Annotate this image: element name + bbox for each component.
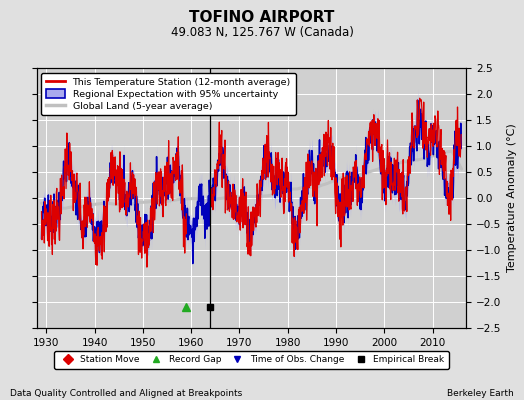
Text: Berkeley Earth: Berkeley Earth	[447, 389, 514, 398]
Text: TOFINO AIRPORT: TOFINO AIRPORT	[189, 10, 335, 25]
Legend: Station Move, Record Gap, Time of Obs. Change, Empirical Break: Station Move, Record Gap, Time of Obs. C…	[54, 351, 449, 369]
Text: Data Quality Controlled and Aligned at Breakpoints: Data Quality Controlled and Aligned at B…	[10, 389, 243, 398]
Y-axis label: Temperature Anomaly (°C): Temperature Anomaly (°C)	[507, 124, 517, 272]
Legend: This Temperature Station (12-month average), Regional Expectation with 95% uncer: This Temperature Station (12-month avera…	[41, 73, 296, 115]
Text: 49.083 N, 125.767 W (Canada): 49.083 N, 125.767 W (Canada)	[171, 26, 353, 39]
